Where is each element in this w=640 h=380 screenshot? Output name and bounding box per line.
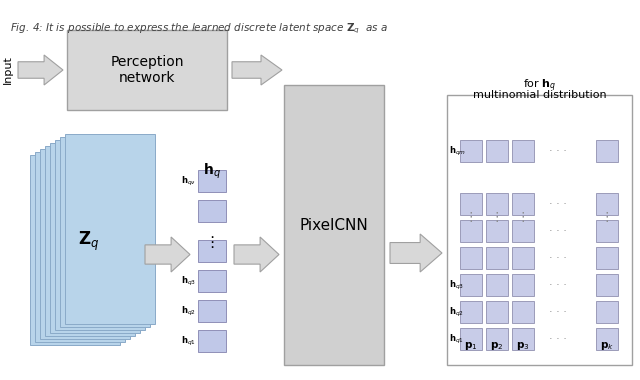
Text: $\mathbf{p}_2$: $\mathbf{p}_2$ — [490, 340, 504, 352]
Bar — [512, 247, 534, 269]
Bar — [35, 152, 125, 342]
Text: · · ·: · · · — [549, 280, 567, 290]
Bar — [460, 247, 482, 269]
Polygon shape — [232, 55, 282, 85]
Bar — [512, 274, 534, 296]
Text: $\mathbf{h}_{q2}$: $\mathbf{h}_{q2}$ — [449, 306, 464, 318]
Bar — [198, 270, 226, 292]
Text: · · ·: · · · — [549, 253, 567, 263]
Bar — [460, 274, 482, 296]
Bar — [460, 301, 482, 323]
Text: $\mathbf{h}_{qm}$: $\mathbf{h}_{qm}$ — [449, 144, 466, 158]
Bar — [512, 220, 534, 242]
Bar — [596, 140, 618, 162]
Bar — [65, 134, 155, 324]
Bar — [486, 301, 508, 323]
Text: · · ·: · · · — [549, 334, 567, 344]
Text: multinomial distribution: multinomial distribution — [473, 90, 606, 100]
Bar — [486, 247, 508, 269]
Text: $\mathbf{p}_1$: $\mathbf{p}_1$ — [464, 340, 477, 352]
Text: $\mathbf{h}_{q2}$: $\mathbf{h}_{q2}$ — [181, 304, 196, 318]
Bar — [486, 193, 508, 215]
Bar — [596, 193, 618, 215]
Text: · · ·: · · · — [549, 226, 567, 236]
Bar — [284, 85, 384, 365]
Text: · · ·: · · · — [549, 146, 567, 156]
Bar — [486, 328, 508, 350]
Text: · · ·: · · · — [549, 307, 567, 317]
Bar — [486, 220, 508, 242]
Polygon shape — [18, 55, 63, 85]
Text: ⋮: ⋮ — [516, 212, 529, 225]
Bar — [486, 274, 508, 296]
Bar — [512, 328, 534, 350]
Bar — [60, 137, 150, 327]
Bar — [198, 240, 226, 262]
Bar — [512, 301, 534, 323]
Text: ⋮: ⋮ — [465, 212, 477, 225]
Bar — [67, 30, 227, 110]
Bar — [460, 328, 482, 350]
Bar — [596, 328, 618, 350]
Bar — [460, 140, 482, 162]
Text: $\mathbf{p}_k$: $\mathbf{p}_k$ — [600, 340, 614, 352]
Bar — [55, 140, 145, 330]
Text: $\mathbf{Z}_{q}$: $\mathbf{Z}_{q}$ — [79, 230, 100, 253]
Bar — [45, 146, 135, 336]
Bar — [198, 170, 226, 192]
Text: $\mathbf{h}_{q\nu}$: $\mathbf{h}_{q\nu}$ — [181, 174, 196, 188]
Text: $\mathbf{h}_{q1}$: $\mathbf{h}_{q1}$ — [181, 334, 196, 348]
Bar — [447, 95, 632, 365]
Text: $\mathbf{h}_{q3}$: $\mathbf{h}_{q3}$ — [449, 279, 464, 291]
Bar — [460, 220, 482, 242]
Text: ⋮: ⋮ — [204, 234, 220, 250]
Bar — [596, 247, 618, 269]
Bar — [198, 200, 226, 222]
Polygon shape — [145, 237, 190, 272]
Text: $\mathbf{h}_{q}$: $\mathbf{h}_{q}$ — [203, 162, 221, 181]
Bar — [512, 193, 534, 215]
Text: · · ·: · · · — [549, 199, 567, 209]
Bar — [596, 220, 618, 242]
Text: for $\mathbf{h}_{q}$: for $\mathbf{h}_{q}$ — [523, 78, 556, 94]
Text: Fig. 4: It is possible to express the learned discrete latent space $\mathbf{Z}_: Fig. 4: It is possible to express the le… — [10, 22, 388, 36]
Bar — [198, 330, 226, 352]
Bar — [596, 274, 618, 296]
Text: $\mathbf{h}_{q1}$: $\mathbf{h}_{q1}$ — [449, 332, 464, 345]
Bar — [512, 140, 534, 162]
Text: ⋮: ⋮ — [491, 212, 503, 225]
Text: PixelCNN: PixelCNN — [300, 217, 369, 233]
Polygon shape — [390, 234, 442, 272]
Polygon shape — [234, 237, 279, 272]
Bar — [50, 143, 140, 333]
Text: Perception
network: Perception network — [110, 55, 184, 85]
Text: $\mathbf{h}_{q3}$: $\mathbf{h}_{q3}$ — [181, 274, 196, 288]
Text: ⋮: ⋮ — [601, 212, 613, 225]
Bar — [486, 140, 508, 162]
Text: $\mathbf{p}_3$: $\mathbf{p}_3$ — [516, 340, 530, 352]
Bar — [40, 149, 130, 339]
Bar — [460, 193, 482, 215]
Text: Input: Input — [3, 55, 13, 84]
Bar — [596, 301, 618, 323]
Bar — [198, 300, 226, 322]
Bar — [30, 155, 120, 345]
